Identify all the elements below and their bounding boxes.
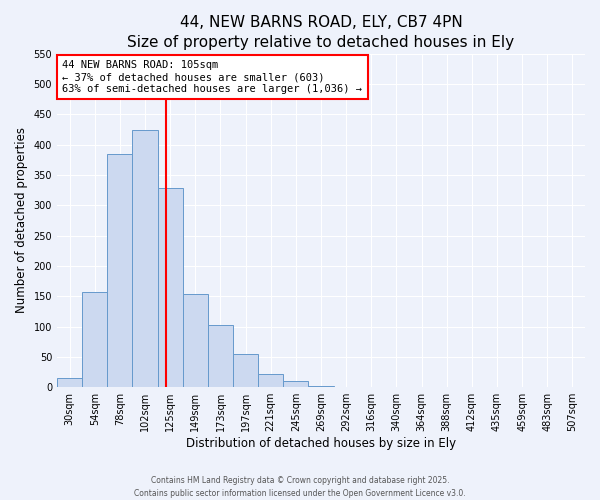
Bar — [133, 130, 158, 387]
Bar — [107, 154, 133, 387]
X-axis label: Distribution of detached houses by size in Ely: Distribution of detached houses by size … — [186, 437, 456, 450]
Text: 44 NEW BARNS ROAD: 105sqm
← 37% of detached houses are smaller (603)
63% of semi: 44 NEW BARNS ROAD: 105sqm ← 37% of detac… — [62, 60, 362, 94]
Bar — [82, 292, 107, 387]
Bar — [283, 381, 308, 387]
Bar — [308, 386, 334, 387]
Y-axis label: Number of detached properties: Number of detached properties — [15, 128, 28, 314]
Text: Contains HM Land Registry data © Crown copyright and database right 2025.
Contai: Contains HM Land Registry data © Crown c… — [134, 476, 466, 498]
Bar — [183, 294, 208, 387]
Bar — [158, 188, 183, 387]
Bar — [334, 386, 359, 387]
Bar — [57, 378, 82, 387]
Bar — [208, 326, 233, 387]
Bar — [233, 354, 258, 387]
Title: 44, NEW BARNS ROAD, ELY, CB7 4PN
Size of property relative to detached houses in: 44, NEW BARNS ROAD, ELY, CB7 4PN Size of… — [127, 15, 515, 50]
Bar — [258, 374, 283, 387]
